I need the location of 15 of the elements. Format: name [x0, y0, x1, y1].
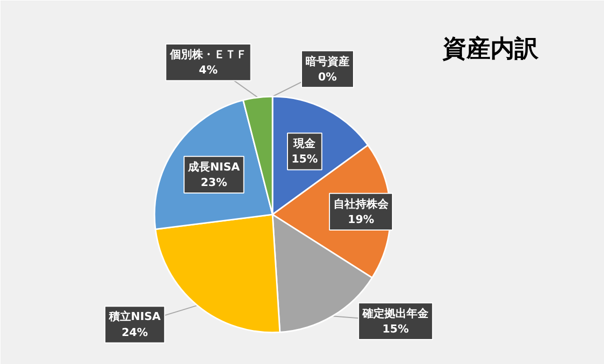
data-label: 24%	[122, 326, 148, 339]
slice-label: 確定拠出年金	[362, 306, 430, 320]
slice-label: 成長NISA	[187, 160, 240, 174]
text: 0%	[318, 70, 337, 84]
slice-label: 個別株・ＥＴＦ	[168, 48, 247, 62]
slice-label: 積立NISA	[108, 310, 162, 324]
slice-label: 自社持株会	[333, 197, 390, 210]
data-label: 15%	[291, 152, 318, 166]
data-label: 23%	[200, 176, 228, 190]
data-label: 4%	[198, 64, 218, 77]
data-label: 19%	[348, 213, 374, 226]
slice-label: 現金	[292, 137, 317, 150]
category-label: 暗号資産	[306, 54, 350, 68]
data-label: 15%	[382, 322, 409, 336]
text: 資産内訳	[442, 34, 540, 62]
